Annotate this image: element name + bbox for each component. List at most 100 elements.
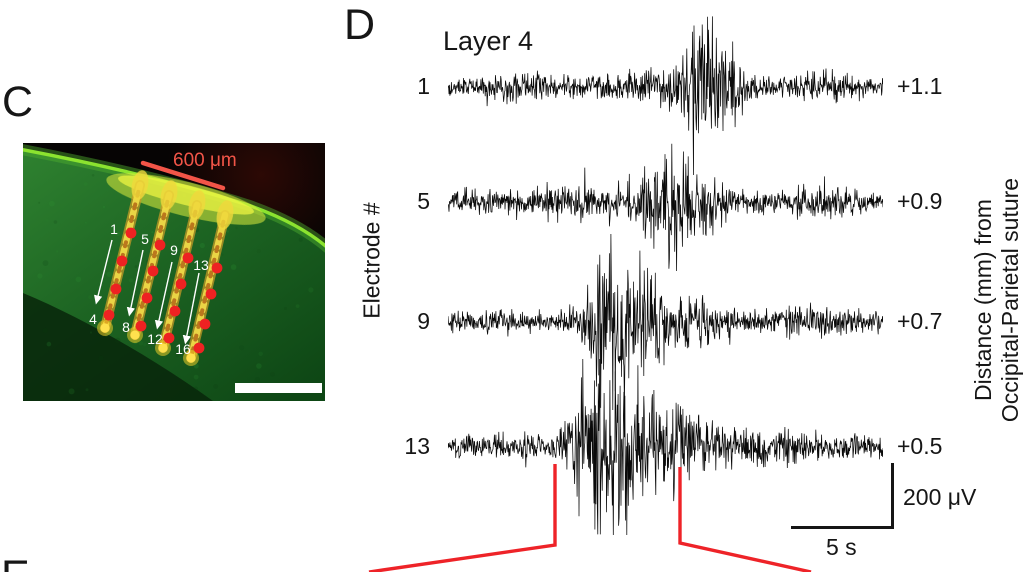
tissue-speckle: [45, 218, 49, 222]
tissue-speckle: [138, 341, 144, 346]
tissue-speckle: [83, 182, 88, 186]
trace-polyline: [448, 143, 883, 272]
tissue-speckle: [114, 337, 121, 344]
electrode-dot: [182, 252, 194, 264]
tissue-speckle: [88, 295, 92, 299]
electrode-dot: [199, 318, 211, 330]
scale-text-600um: 600 μm: [173, 150, 237, 171]
electrode-number-bottom: 4: [89, 311, 97, 327]
tissue-speckle: [151, 231, 154, 234]
tissue-speckle: [295, 304, 300, 308]
microscopy-image: 1 4 5 8 9 12 13 16 600 μm: [23, 143, 325, 401]
track-tip: [100, 323, 110, 333]
electrode-dot: [116, 255, 128, 267]
distance-axis-line1: Distance (mm) from: [970, 199, 996, 401]
tissue-speckle: [258, 351, 263, 356]
tissue-speckle: [235, 226, 238, 230]
tissue-speckle: [85, 221, 87, 224]
microscopy-svg: 1 4 5 8 9 12 13 16 600 μm: [23, 143, 325, 401]
tissue-speckle: [46, 341, 52, 347]
electrode-dot: [125, 227, 137, 239]
electrode-number-bottom: 12: [147, 331, 163, 347]
track-surface-flare: [131, 170, 149, 200]
track-arrow: [126, 249, 144, 317]
tissue-speckle: [106, 271, 112, 277]
trace-polyline: [448, 233, 883, 411]
tissue-speckle: [143, 343, 147, 347]
electrode-dot: [205, 288, 217, 300]
dye-track-orange: [189, 213, 227, 360]
tissue-speckle: [68, 388, 75, 395]
panel-label-e: E: [1, 552, 30, 572]
electrode-number-top: 13: [193, 257, 209, 273]
tissue-speckle: [213, 384, 219, 389]
tissue-speckle: [254, 377, 260, 383]
tissue-speckle: [175, 353, 180, 358]
lfp-trace-electrode-5: [448, 143, 883, 272]
voltage-scale-bar: [891, 463, 894, 529]
tissue-speckle: [49, 200, 55, 207]
scale-line-600um: [140, 160, 226, 191]
tissue-speckle: [230, 264, 237, 270]
trace-polyline: [448, 358, 883, 536]
lfp-trace-electrode-9: [448, 233, 883, 411]
tissue-speckle: [308, 287, 314, 293]
electrode-dot: [175, 278, 187, 290]
electrode-number-bottom: 16: [175, 341, 191, 357]
tissue-speckle: [193, 386, 198, 391]
electrode-row-label: 13: [404, 433, 430, 459]
tissue-speckle: [256, 363, 262, 369]
tissue-speckle: [38, 201, 41, 204]
zoom-bracket-right: [678, 467, 812, 572]
dye-track-orange: [133, 193, 171, 337]
tissue-speckle: [37, 273, 43, 279]
tissue-speckle: [199, 242, 205, 249]
tissue-speckle: [75, 276, 82, 283]
electrode-dot: [193, 342, 205, 354]
electrode-dot: [163, 332, 175, 344]
tissue-speckle: [89, 331, 93, 334]
zoom-bracket-left: [368, 464, 557, 572]
electrode-number-top: 5: [141, 231, 149, 247]
electrode-dot: [211, 262, 223, 274]
electrode-row-label: 1: [417, 73, 430, 99]
electrode-row-label: 5: [417, 188, 430, 214]
tissue-speckle: [284, 307, 287, 310]
tissue-speckle: [256, 249, 261, 254]
time-scale-bar: [791, 526, 894, 529]
electrode-number-top: 9: [170, 242, 178, 258]
tissue-speckle: [53, 220, 58, 224]
track-surface-flare: [216, 200, 234, 230]
tissue-speckle: [134, 265, 138, 269]
electrode-dot: [154, 239, 166, 251]
entry-band: [118, 175, 254, 215]
tissue-speckle: [42, 260, 49, 266]
tissue-speckle: [91, 174, 95, 177]
panel-label-c: C: [2, 78, 34, 126]
panel-label-d: D: [344, 1, 376, 49]
tissue-speckle: [55, 250, 59, 253]
electrode-dot: [169, 305, 181, 317]
track-arrow: [94, 239, 113, 305]
tissue-speckle: [193, 374, 199, 380]
white-scale-bar: [235, 383, 322, 393]
tissue-speckle: [85, 388, 89, 392]
tissue-speckle: [42, 327, 48, 334]
distance-label: +0.5: [897, 433, 943, 459]
distance-label: +1.1: [897, 73, 943, 99]
time-scale-label: 5 s: [826, 534, 857, 560]
track-tip: [158, 343, 168, 353]
track-arrow: [182, 272, 200, 345]
track-tip: [186, 353, 196, 363]
layer-title: Layer 4: [443, 26, 534, 56]
tissue-speckle: [98, 355, 104, 361]
track-arrow: [154, 261, 173, 330]
electrode-row-label: 9: [417, 308, 430, 334]
tissue-speckle: [193, 363, 199, 369]
electrode-number-bottom: 8: [122, 319, 130, 335]
lfp-trace-electrode-13: [448, 358, 883, 536]
electrode-tracks: 1 4 5 8 9 12 13 16: [89, 170, 234, 366]
distance-axis-label: Distance (mm) from Occipital-Parietal su…: [970, 120, 1028, 480]
distance-label: +0.9: [897, 188, 943, 214]
